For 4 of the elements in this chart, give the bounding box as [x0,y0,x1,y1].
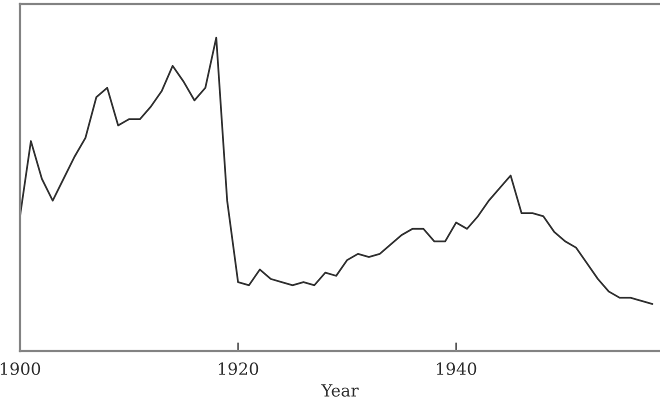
x-tick-label: 1920 [218,362,258,376]
x-tick-label: 1900 [0,362,40,376]
x-tick-label: 1940 [436,362,476,376]
x-axis-title: Year [321,384,359,397]
